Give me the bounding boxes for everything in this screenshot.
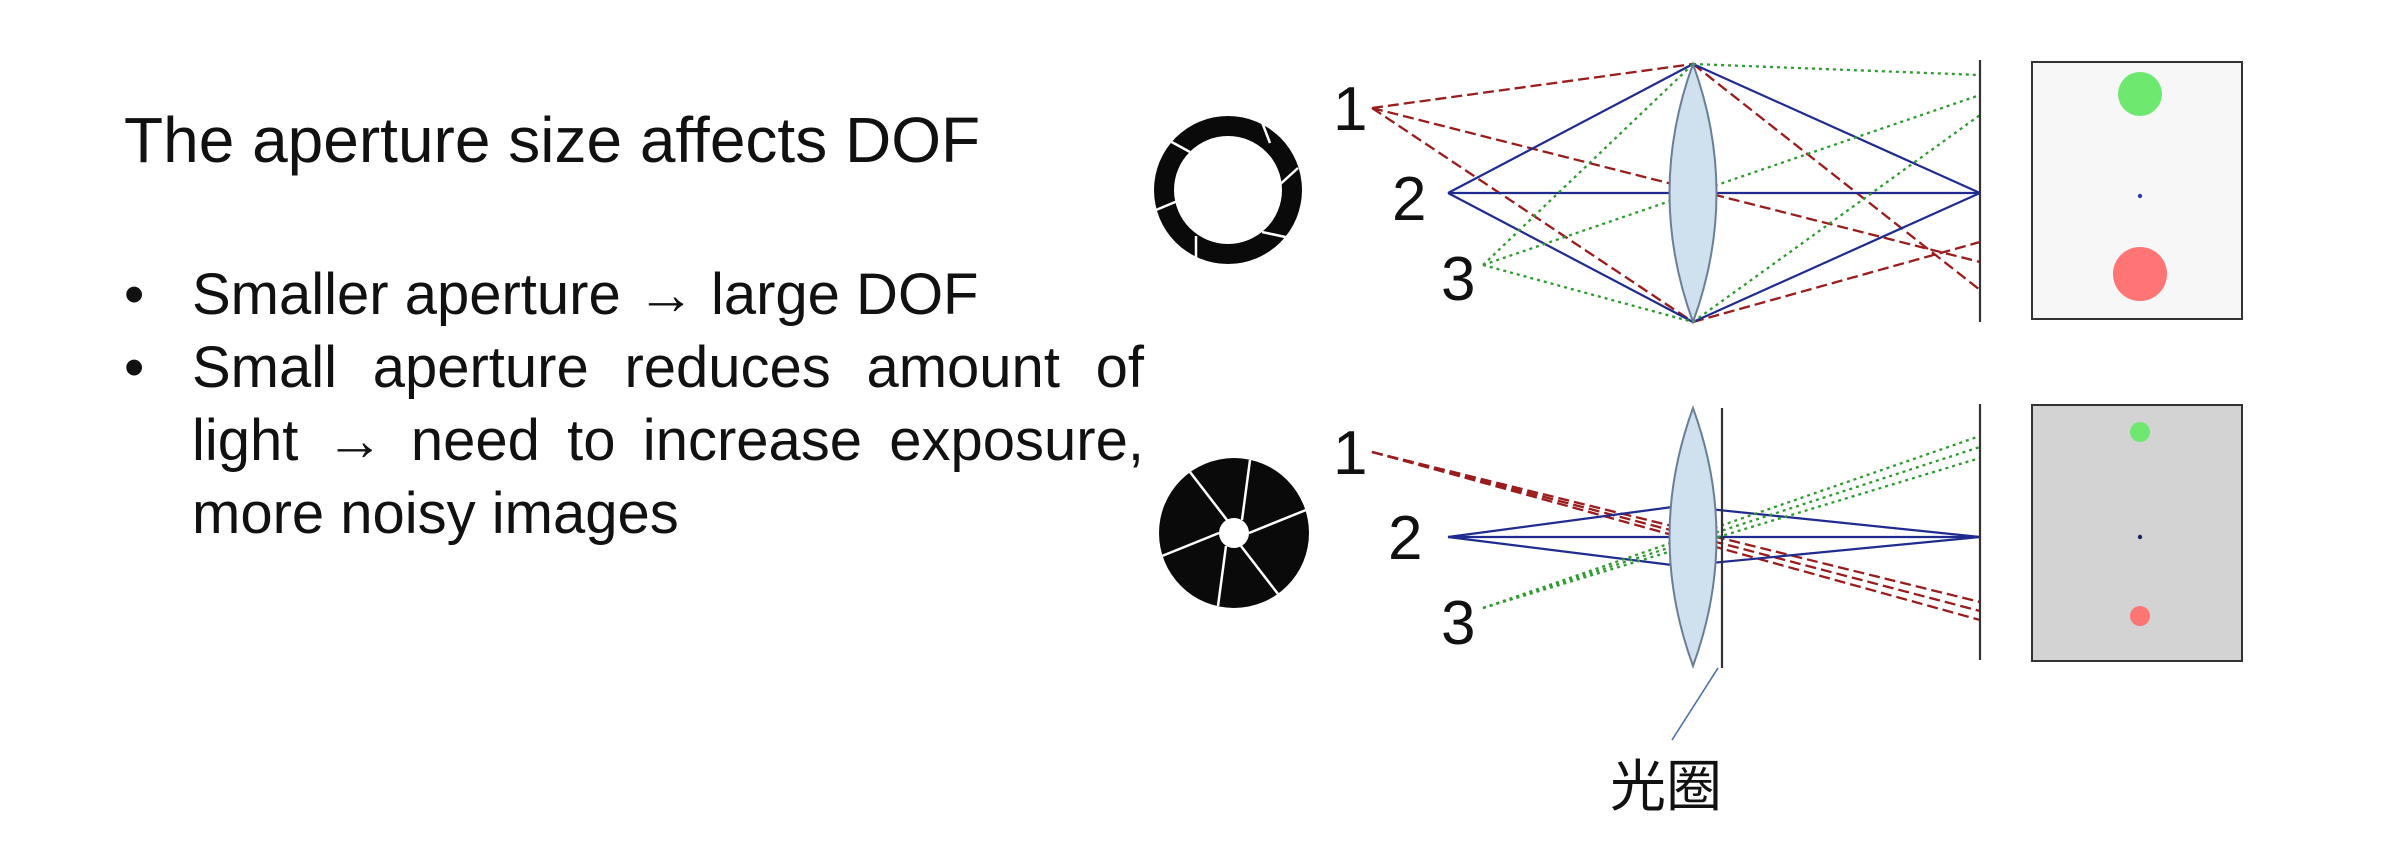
narrow-aperture-diaphragm-icon [1159,458,1309,608]
lens [1670,64,1717,322]
focus-dot-point2 [2138,535,2142,539]
blur-circle-point3 [2113,247,2167,301]
point-label-1: 1 [1333,75,1367,144]
aperture-caption: 光圈 [1610,755,1722,820]
bottom-optical-diagram: 1 2 3 光圈 [1333,404,2242,820]
point-label-3: 3 [1441,589,1475,658]
lens [1670,408,1717,666]
blur-circle-point1 [2130,422,2150,442]
top-optical-diagram: 1 2 3 [1333,60,2242,322]
point-label-3: 3 [1441,245,1475,314]
blur-circle-point1 [2118,72,2162,116]
aperture-leader-line [1672,668,1718,740]
focus-dot-point2 [2138,194,2142,198]
point-label-2: 2 [1388,504,1422,573]
point-label-1: 1 [1333,419,1367,488]
point-label-2: 2 [1392,165,1426,234]
blur-circle-point3 [2130,606,2150,626]
wide-aperture-diaphragm-icon [1154,116,1302,264]
